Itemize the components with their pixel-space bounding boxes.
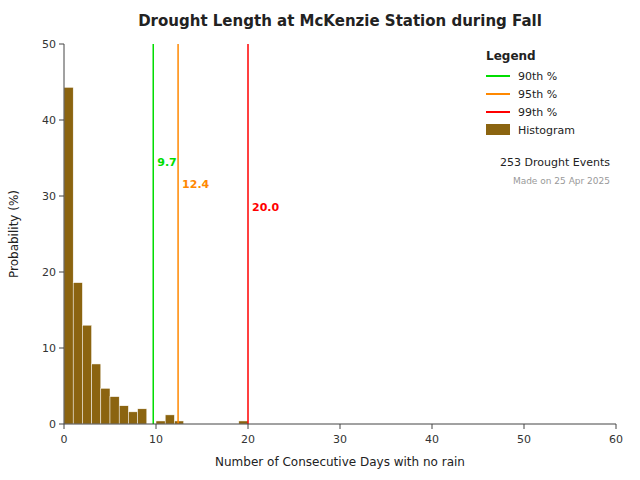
legend-swatch	[486, 93, 510, 95]
y-tick	[59, 196, 64, 197]
x-tick-label: 50	[517, 433, 531, 446]
histogram-bar	[165, 415, 174, 424]
plot-area	[64, 44, 248, 424]
histogram-bar	[101, 388, 110, 424]
y-axis	[64, 44, 65, 424]
histogram-bar	[82, 325, 91, 424]
x-tick-label: 30	[333, 433, 347, 446]
histogram-bar	[128, 412, 137, 424]
annotation: 253 Drought Events	[500, 156, 610, 169]
legend-swatch	[486, 111, 510, 113]
y-tick-label: 20	[42, 266, 56, 279]
background	[0, 0, 640, 480]
percentile-line	[152, 44, 154, 424]
y-tick-label: 10	[42, 342, 56, 355]
legend-entry: 90th %	[518, 70, 557, 83]
histogram-bar	[110, 397, 119, 424]
x-tick-label: 10	[149, 433, 163, 446]
x-tick	[156, 424, 157, 429]
annotation: Made on 25 Apr 2025	[513, 176, 610, 186]
chart: 9.7 12.4 20.0 0 10 20 30 40 50 60 0 10 20 30 40 50 Droug…	[0, 0, 640, 480]
x-tick	[616, 424, 617, 429]
y-tick-label: 0	[49, 418, 56, 431]
y-tick	[59, 424, 64, 425]
title: Drought Length at McKenzie Station durin…	[138, 12, 542, 30]
y-tick	[59, 272, 64, 273]
x-tick-label: 20	[241, 433, 255, 446]
y-axis-label: Probability (%)	[7, 190, 21, 278]
x-tick-label: 40	[425, 433, 439, 446]
x-tick	[64, 424, 65, 429]
histogram-bar	[64, 87, 73, 424]
percentile-label: 9.7	[157, 156, 177, 169]
percentile-line	[247, 44, 249, 424]
y-tick-label: 40	[42, 114, 56, 127]
histogram-bar	[92, 364, 101, 424]
percentile-line	[177, 44, 179, 424]
y-tick	[59, 44, 64, 45]
x-tick	[432, 424, 433, 429]
x-axis-label: Number of Consecutive Days with no rain	[215, 455, 465, 469]
y-tick	[59, 348, 64, 349]
x-tick-label: 60	[609, 433, 623, 446]
legend-entry: 99th %	[518, 106, 557, 119]
legend-title: Legend	[486, 49, 536, 63]
percentile-label: 12.4	[182, 178, 209, 191]
percentile-label: 20.0	[252, 201, 279, 214]
legend-entry: Histogram	[518, 124, 575, 137]
x-tick	[340, 424, 341, 429]
y-tick-label: 50	[42, 38, 56, 51]
x-tick	[248, 424, 249, 429]
x-tick-label: 0	[61, 433, 68, 446]
legend-swatch	[486, 124, 510, 135]
legend-entry: 95th %	[518, 88, 557, 101]
histogram-bar	[73, 283, 82, 424]
histogram-bar	[119, 406, 128, 424]
legend: Legend 90th % 95th % 99th % Histogram	[486, 49, 575, 137]
histogram-bar	[138, 409, 147, 424]
legend-swatch	[486, 75, 510, 77]
y-tick	[59, 120, 64, 121]
x-tick	[524, 424, 525, 429]
y-tick-label: 30	[42, 190, 56, 203]
